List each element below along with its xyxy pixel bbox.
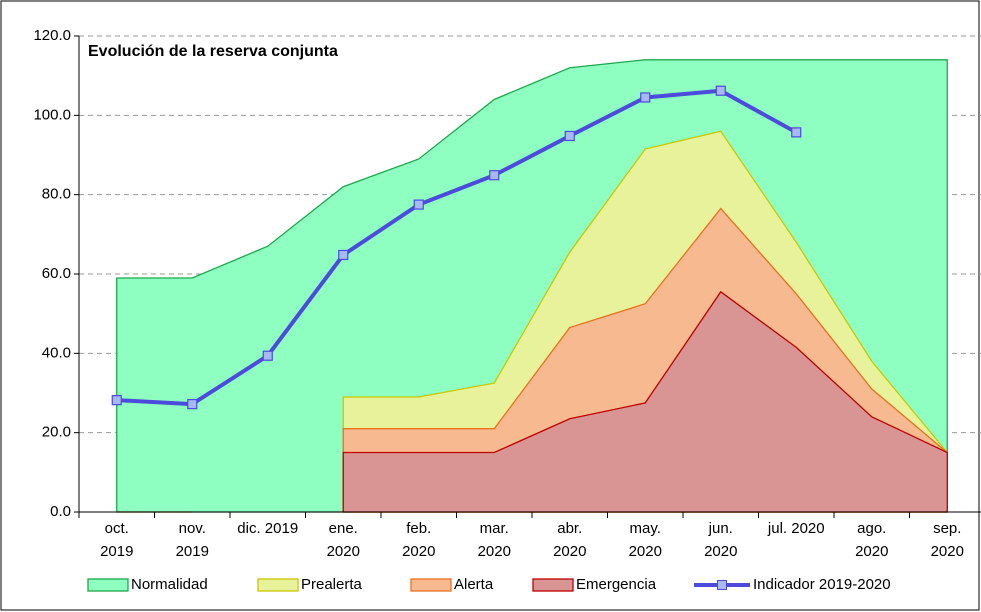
legend-swatch [410, 578, 452, 592]
line [116, 88, 798, 407]
x-tick-label: ene. 2020 [326, 520, 360, 560]
marker [640, 92, 651, 103]
x-tick-label: jul. 2020 [767, 520, 825, 537]
y-tick-label: 40.0 [42, 344, 71, 361]
chart-title: Evolución de la reserva conjunta [88, 43, 338, 60]
legend-label: Indicador 2019-2020 [753, 576, 891, 593]
x-tick-label: sep. 2020 [930, 520, 964, 560]
y-tick-label: 20.0 [42, 424, 71, 441]
legend-label: Emergencia [576, 576, 657, 593]
x-tick-label: may. 2020 [628, 520, 662, 560]
legend-swatch [532, 578, 574, 592]
x-tick-label: oct. 2019 [100, 520, 134, 560]
x-tick-label: ago. 2020 [855, 520, 889, 560]
x-tick-label: mar. 2020 [477, 520, 511, 560]
legend-label: Normalidad [131, 576, 208, 593]
x-tick-label: feb. 2020 [402, 520, 436, 560]
legend-swatch [257, 578, 299, 592]
x-tick-label: nov. 2019 [175, 520, 209, 560]
y-tick-label: 120.0 [33, 27, 71, 44]
x-tick-label: jun. 2020 [704, 520, 738, 560]
y-tick-label: 100.0 [33, 106, 71, 123]
marker [338, 249, 349, 261]
x-tick-label: abr. 2020 [553, 520, 587, 560]
marker [489, 170, 500, 181]
plot-area [79, 35, 981, 513]
legend-label: Alerta [454, 576, 494, 593]
legend-marker [717, 580, 727, 590]
marker [715, 85, 726, 96]
y-tick-label: 0.0 [50, 503, 71, 520]
marker [791, 127, 802, 138]
marker [564, 130, 575, 142]
area [342, 290, 948, 513]
marker [262, 350, 273, 361]
y-tick-label: 80.0 [42, 186, 71, 203]
marker [413, 199, 424, 210]
marker [111, 395, 122, 406]
x-tick-label: dic. 2019 [237, 520, 299, 537]
marker [187, 399, 198, 410]
legend-swatch [87, 578, 129, 592]
legend-label: Prealerta [301, 576, 363, 593]
y-tick-label: 60.0 [42, 265, 71, 282]
